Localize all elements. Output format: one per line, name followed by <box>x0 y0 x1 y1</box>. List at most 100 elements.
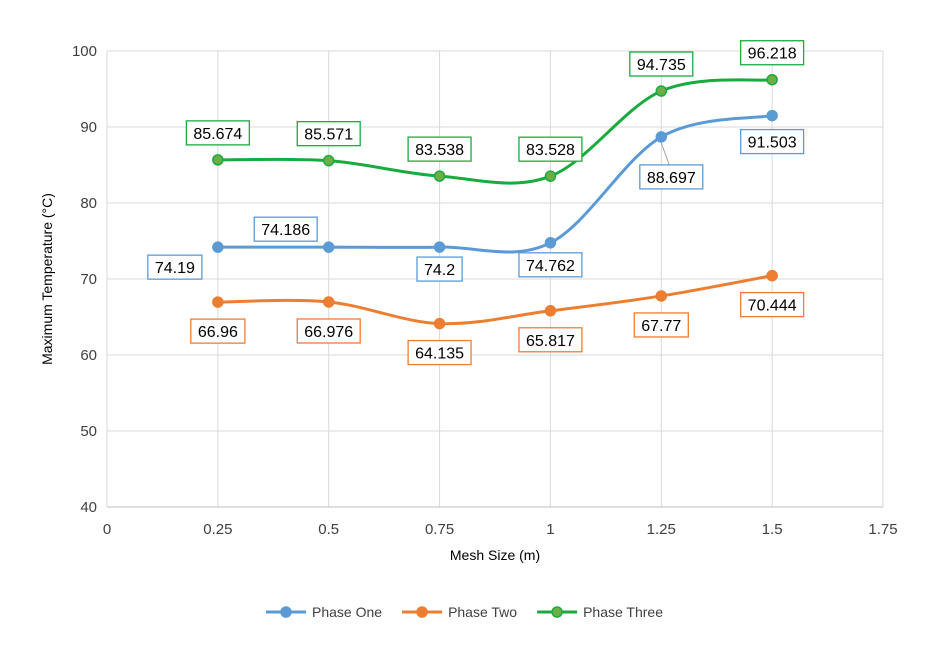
x-tick-label: 1.5 <box>762 521 783 538</box>
data-label-phase-one: 88.697 <box>639 142 704 190</box>
legend-item-phase-one: Phase One <box>266 604 382 620</box>
x-tick-label: 1.25 <box>647 521 676 538</box>
data-point-phase-two <box>655 290 668 302</box>
data-label-box <box>253 216 318 242</box>
data-point-phase-three <box>212 154 224 166</box>
data-label-box <box>629 51 694 77</box>
data-point-phase-two <box>212 296 224 308</box>
x-tick-label: 0.25 <box>203 521 232 538</box>
data-point-phase-three <box>433 170 446 182</box>
data-point-phase-one <box>433 241 446 253</box>
data-point-phase-two <box>766 269 778 282</box>
x-axis-title: Mesh Size (m) <box>450 547 540 563</box>
y-tick-label: 90 <box>80 119 97 136</box>
data-label-phase-one: 74.762 <box>518 252 583 278</box>
data-label-phase-two: 70.444 <box>740 291 805 318</box>
data-label-phase-three: 83.528 <box>518 136 583 162</box>
data-label-phase-one: 74.186 <box>253 216 318 242</box>
y-tick-label: 40 <box>80 499 97 516</box>
data-label-text: 96.218 <box>748 46 797 63</box>
data-point-phase-three <box>322 154 335 167</box>
legend-label: Phase One <box>312 604 382 620</box>
y-tick-label: 70 <box>80 271 97 288</box>
data-label-box <box>518 327 583 353</box>
data-labels: 74.19 74.186 74.2 74.762 88.697 91.503 66.96 66… <box>147 40 805 366</box>
data-label-text: 83.528 <box>526 142 575 159</box>
data-point-phase-one <box>766 109 778 122</box>
data-label-box <box>296 318 361 344</box>
data-point-phase-one <box>322 241 335 253</box>
legend: Phase One Phase Two Phase Three <box>266 604 663 620</box>
x-tick-label: 0.75 <box>425 521 454 538</box>
data-point-phase-three <box>544 170 557 182</box>
series-phase-three <box>212 73 778 185</box>
data-point-phase-one <box>544 237 557 249</box>
data-label-box <box>639 164 704 190</box>
data-label-box <box>185 120 250 146</box>
data-label-text: 74.186 <box>261 222 310 239</box>
data-label-phase-three: 94.735 <box>629 51 694 77</box>
data-label-text: 94.735 <box>637 57 686 74</box>
legend-swatch-marker <box>551 606 563 618</box>
data-label-box <box>518 252 583 278</box>
data-point-phase-two <box>433 317 446 330</box>
data-point-phase-two <box>544 305 557 317</box>
data-label-phase-three: 85.674 <box>185 120 250 146</box>
data-label-phase-one: 74.19 <box>147 254 203 280</box>
data-label-phase-two: 66.96 <box>190 318 246 344</box>
y-tick-label: 100 <box>72 43 97 60</box>
data-label-text: 74.19 <box>155 260 195 277</box>
series-line-phase-three <box>216 78 774 185</box>
data-label-phase-two: 64.135 <box>407 339 472 366</box>
data-label-phase-two: 66.976 <box>296 318 361 344</box>
legend-swatch-marker <box>280 606 292 618</box>
legend-swatch-marker <box>416 606 428 618</box>
data-label-box <box>416 256 463 282</box>
data-label-phase-one: 74.2 <box>416 256 463 282</box>
data-label-text: 70.444 <box>748 298 797 315</box>
data-label-phase-three: 85.571 <box>296 121 361 147</box>
y-axis-title: Maximum Temperature (°C) <box>39 193 55 365</box>
data-point-phase-three <box>766 73 778 86</box>
series-line-phase-one <box>216 114 774 254</box>
data-point-phase-three <box>655 85 668 97</box>
legend-item-phase-three: Phase Three <box>537 604 663 620</box>
data-label-text: 88.697 <box>647 170 696 187</box>
data-label-box <box>190 318 246 344</box>
data-label-text: 83.538 <box>415 142 464 159</box>
series-line-phase-two <box>216 274 774 326</box>
data-label-box <box>740 128 805 155</box>
data-label-box <box>407 339 472 366</box>
data-point-phase-one <box>212 241 224 253</box>
data-label-box <box>740 291 805 318</box>
x-tick-label: 0 <box>103 521 111 538</box>
data-point-phase-one <box>655 131 668 143</box>
data-label-phase-two: 67.77 <box>633 312 689 338</box>
legend-label: Phase Two <box>448 604 517 620</box>
axes: 40 50 60 70 80 90 100 0 0.25 0.5 0.75 1 1.25 1.5 1.75 <box>72 43 898 538</box>
data-label-box <box>740 40 805 66</box>
y-tick-label: 60 <box>80 347 97 364</box>
data-label-box <box>296 121 361 147</box>
data-label-text: 91.503 <box>748 135 797 152</box>
data-label-phase-two: 65.817 <box>518 327 583 353</box>
legend-item-phase-two: Phase Two <box>402 604 517 620</box>
series-phase-two <box>212 269 778 330</box>
data-label-text: 74.2 <box>424 262 455 279</box>
series-lines <box>212 73 778 330</box>
data-label-box <box>633 312 689 338</box>
data-label-phase-one: 91.503 <box>740 128 805 155</box>
data-label-text: 65.817 <box>526 333 575 350</box>
x-tick-label: 0.5 <box>318 521 339 538</box>
x-tick-label: 1 <box>546 521 554 538</box>
data-label-text: 74.762 <box>526 258 575 275</box>
data-label-phase-three: 83.538 <box>407 136 472 162</box>
legend-label: Phase Three <box>583 604 663 620</box>
data-label-text: 66.976 <box>304 324 353 341</box>
series-phase-one <box>212 109 778 254</box>
data-label-phase-three: 96.218 <box>740 40 805 66</box>
data-label-box <box>518 136 583 162</box>
data-label-box <box>147 254 203 280</box>
data-point-phase-two <box>322 296 335 308</box>
